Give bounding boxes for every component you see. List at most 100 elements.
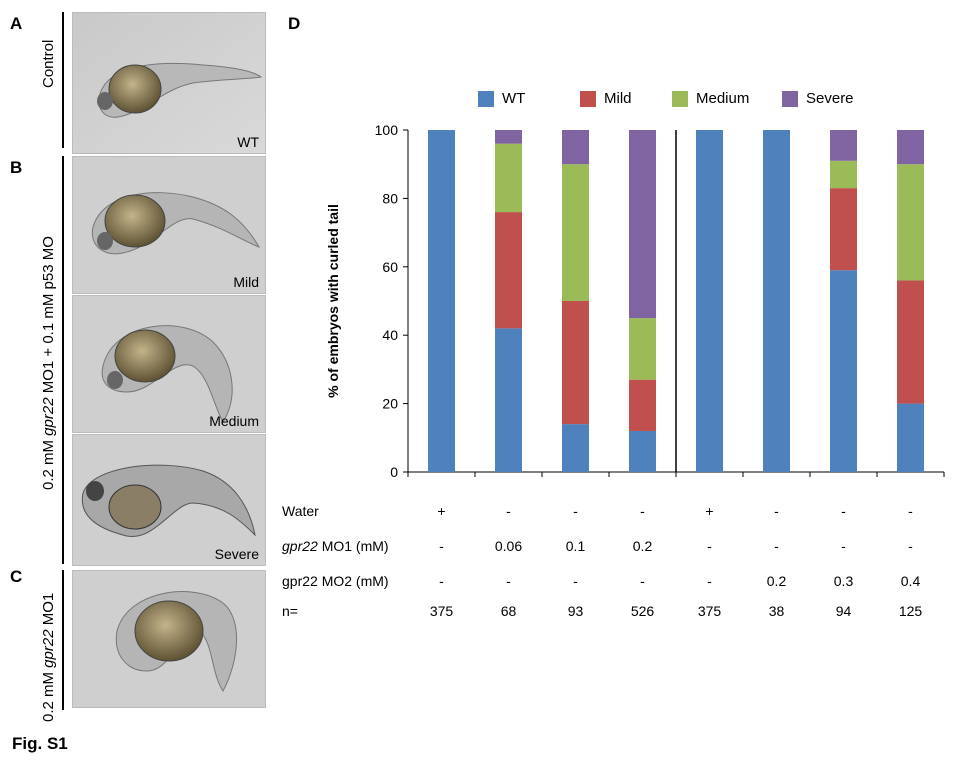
table-cell: - xyxy=(774,538,779,554)
photo-caption-wt: WT xyxy=(237,134,259,150)
table-cell: 38 xyxy=(768,603,785,619)
bar-segment-mild xyxy=(562,301,589,425)
table-cell: 0.2 xyxy=(632,538,653,554)
bar-segment-wt xyxy=(562,424,589,472)
embryo-photo-morphant xyxy=(72,570,266,708)
table-cell: - xyxy=(774,503,779,519)
bar-segment-mild xyxy=(830,188,857,271)
bar-segment-severe xyxy=(629,130,656,319)
embryo-medium-drawing xyxy=(73,296,265,432)
table-cell: 0.3 xyxy=(833,573,854,589)
legend-swatch xyxy=(672,90,688,107)
embryo-photo-severe: Severe xyxy=(72,434,266,566)
panel-letter-c: C xyxy=(10,567,23,586)
embryo-severe-drawing xyxy=(73,435,265,565)
bar-segment-severe xyxy=(562,130,589,165)
bar-segment-severe xyxy=(830,130,857,161)
table-cell: - xyxy=(506,503,511,519)
y-tick-label: 100 xyxy=(375,122,399,138)
embryo-mild-drawing xyxy=(73,157,265,293)
table-row-label: gpr22 MO2 (mM) xyxy=(282,573,389,589)
table-cell: 94 xyxy=(835,603,852,619)
table-cell: 125 xyxy=(898,603,923,619)
legend-item-severe: Severe xyxy=(782,90,854,107)
bar-segment-wt xyxy=(495,328,522,472)
bar-segment-medium xyxy=(830,160,857,189)
legend-item-mild: Mild xyxy=(580,90,632,107)
table-cell: 68 xyxy=(500,603,517,619)
y-axis-label: % of embryos with curled tail xyxy=(325,204,341,398)
bar-segment-wt xyxy=(830,270,857,472)
legend-item-medium: Medium xyxy=(672,90,749,107)
y-tick-label: 40 xyxy=(382,327,398,343)
embryo-photo-wt: WT xyxy=(72,12,266,154)
bar-segment-wt xyxy=(629,430,656,472)
embryo-photo-mild: Mild xyxy=(72,156,266,294)
bar-segment-medium xyxy=(495,143,522,213)
bar-segment-mild xyxy=(495,212,522,329)
legend-item-wt: WT xyxy=(478,90,525,107)
bar-segment-severe xyxy=(495,130,522,144)
photo-caption-medium: Medium xyxy=(209,413,259,429)
photo-caption-severe: Severe xyxy=(214,546,259,562)
table-row-label: Water xyxy=(282,503,319,519)
table-cell: + xyxy=(705,503,714,519)
table-cell: - xyxy=(573,573,578,589)
bar-segment-severe xyxy=(897,130,924,165)
table-cell: - xyxy=(640,573,645,589)
legend-swatch xyxy=(782,90,798,107)
table-cell: 375 xyxy=(429,603,454,619)
bar-segment-wt xyxy=(696,130,723,472)
table-cell: 0.06 xyxy=(494,538,523,554)
bar-segment-medium xyxy=(562,164,589,301)
y-tick-label: 0 xyxy=(390,464,398,480)
bar-segment-mild xyxy=(897,280,924,404)
table-cell: 526 xyxy=(630,603,655,619)
table-row-label: gpr22 MO1 (mM) xyxy=(282,538,389,554)
embryo-wt-drawing xyxy=(73,13,265,153)
y-tick-label: 60 xyxy=(382,259,398,275)
morpholino-bracket xyxy=(62,570,64,710)
legend-swatch xyxy=(580,90,596,107)
bar-segment-wt xyxy=(428,130,455,472)
legend-label: Medium xyxy=(696,90,750,107)
table-cell: - xyxy=(640,503,645,519)
y-tick-label: 80 xyxy=(382,190,398,206)
table-cell: + xyxy=(437,503,446,519)
legend-label: Severe xyxy=(806,90,854,107)
table-cell: 0.1 xyxy=(565,538,586,554)
table-cell: - xyxy=(506,573,511,589)
table-cell: 0.4 xyxy=(900,573,921,589)
table-cell: 93 xyxy=(567,603,584,619)
table-cell: - xyxy=(841,503,846,519)
panel-letter-a: A xyxy=(10,14,23,33)
table-cell: - xyxy=(841,538,846,554)
figure-label: Fig. S1 xyxy=(12,734,68,753)
table-cell: 375 xyxy=(697,603,722,619)
panel-letter-d: D xyxy=(288,14,301,33)
table-cell: 0.2 xyxy=(766,573,787,589)
embryo-photo-medium: Medium xyxy=(72,295,266,433)
morpholino-p53-bracket xyxy=(62,156,64,564)
legend-label: WT xyxy=(502,90,526,107)
table-cell: - xyxy=(908,538,913,554)
panel-letter-b: B xyxy=(10,158,23,177)
table-cell: - xyxy=(908,503,913,519)
legend-label: Mild xyxy=(604,90,632,107)
table-row-label: n= xyxy=(282,603,298,619)
photo-caption-mild: Mild xyxy=(233,274,259,290)
bar-segment-medium xyxy=(897,164,924,281)
table-cell: - xyxy=(707,573,712,589)
table-cell: - xyxy=(439,538,444,554)
y-tick-label: 20 xyxy=(382,396,398,412)
table-cell: - xyxy=(439,573,444,589)
embryo-morphant-drawing xyxy=(73,571,265,707)
bar-segment-medium xyxy=(629,318,656,380)
table-cell: - xyxy=(707,538,712,554)
table-cell: - xyxy=(573,503,578,519)
legend-swatch xyxy=(478,90,494,107)
bar-segment-wt xyxy=(763,130,790,472)
bar-segment-mild xyxy=(629,379,656,431)
bar-segment-wt xyxy=(897,403,924,472)
